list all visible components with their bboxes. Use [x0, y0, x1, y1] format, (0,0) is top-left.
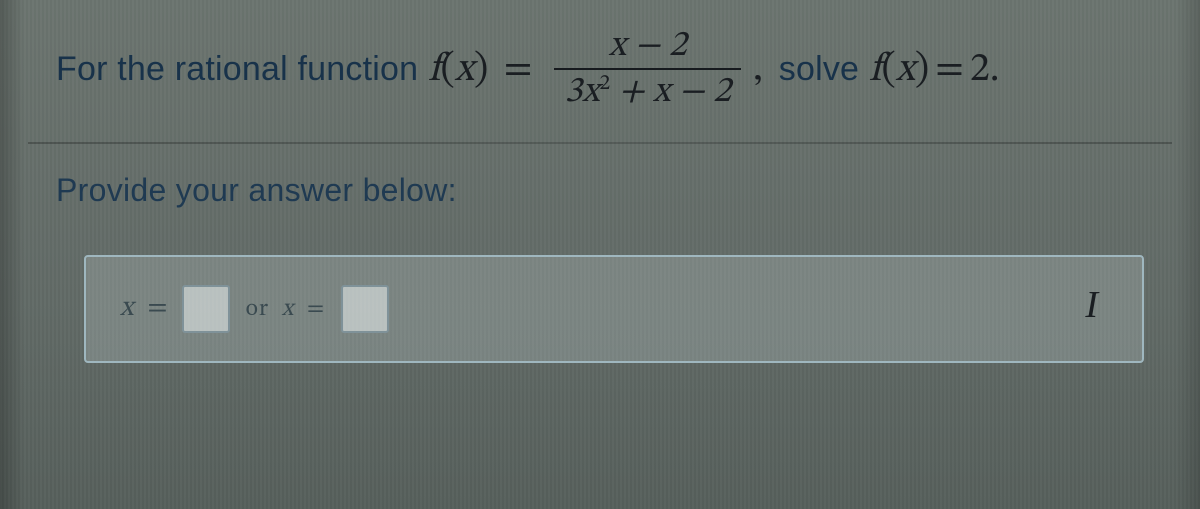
section-divider [28, 142, 1172, 144]
edge-shade-left [0, 0, 24, 509]
answer-prompt: Provide your answer below: [28, 172, 1172, 209]
answer-var-1: x [120, 291, 133, 326]
equals-sign: = [498, 50, 539, 90]
answer-eq-2: = [301, 297, 325, 321]
question-text: For the rational function f(x) = x − 2 3… [28, 18, 1172, 138]
fraction-numerator: x − 2 [599, 28, 697, 68]
question-card: For the rational function f(x) = x − 2 3… [0, 0, 1200, 509]
answer-eq-1: = [147, 291, 167, 326]
answer-var-2: x [276, 297, 295, 321]
function-lhs: f(x) = [428, 45, 538, 95]
solve-word: solve [779, 50, 859, 89]
answer-input-1[interactable] [182, 285, 230, 333]
fraction-denominator: 3x2 + x − 2 [554, 70, 741, 112]
question-lead: For the rational function [56, 50, 418, 89]
or-separator: or x = [244, 294, 328, 324]
answer-input-2[interactable] [341, 285, 389, 333]
edge-shade-right [1176, 0, 1200, 509]
answer-content: x = or x = [120, 285, 389, 333]
answer-box: x = or x = I [84, 255, 1144, 363]
text-cursor-icon: I [1085, 283, 1098, 327]
fraction: x − 2 3x2 + x − 2 [554, 28, 741, 112]
fx: f [428, 50, 440, 90]
comma: , [753, 45, 769, 95]
solve-equation: f(x)=2. [869, 45, 999, 95]
